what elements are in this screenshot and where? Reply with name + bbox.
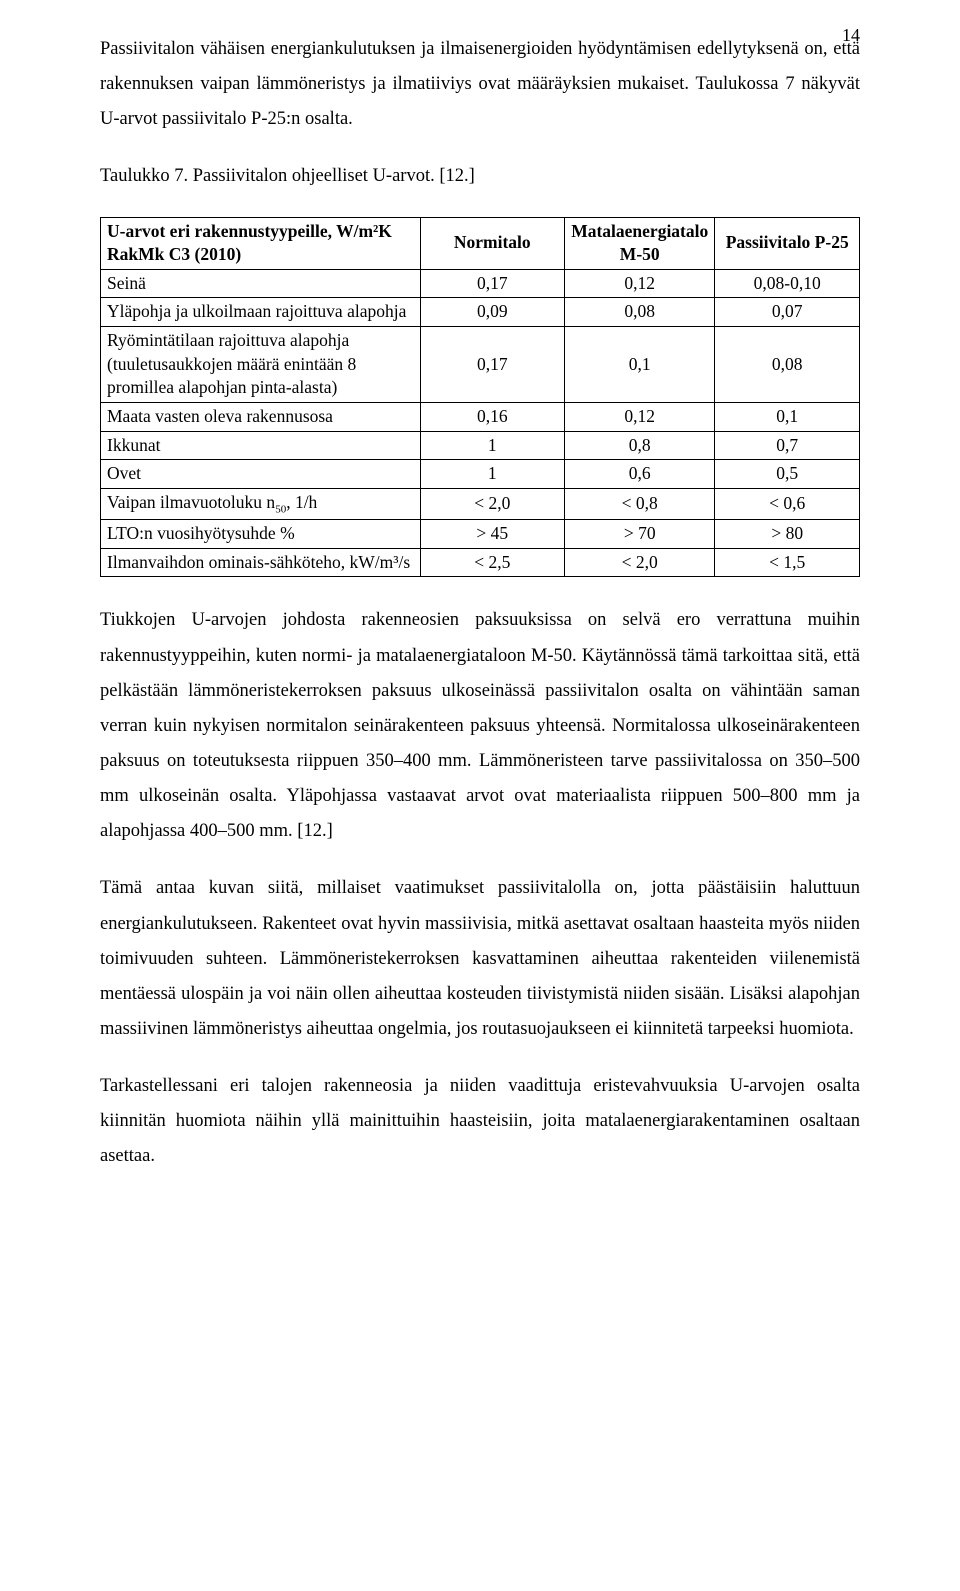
row-value: 0,5	[715, 460, 860, 489]
row-value: 0,07	[715, 298, 860, 327]
body-paragraph-1: Passiivitalon vähäisen energiankulutukse…	[100, 32, 860, 137]
row-value: 0,6	[565, 460, 715, 489]
row-value: < 2,0	[420, 488, 565, 519]
row-label: Ovet	[101, 460, 421, 489]
row-value: < 1,5	[715, 548, 860, 577]
row-value: < 0,6	[715, 488, 860, 519]
row-value: 0,16	[420, 402, 565, 431]
table-row: Ilmanvaihdon ominais-sähköteho, kW/m³/s<…	[101, 548, 860, 577]
table-row: Yläpohja ja ulkoilmaan rajoittuva alapoh…	[101, 298, 860, 327]
row-label: Ilmanvaihdon ominais-sähköteho, kW/m³/s	[101, 548, 421, 577]
row-value: < 2,0	[565, 548, 715, 577]
header-rowkey: U-arvot eri rakennustyypeille, W/m²K Rak…	[101, 217, 421, 269]
row-label: LTO:n vuosihyötysuhde %	[101, 520, 421, 549]
table-caption: Taulukko 7. Passiivitalon ohjeelliset U-…	[100, 159, 860, 194]
row-value: < 0,8	[565, 488, 715, 519]
table-row: Ikkunat10,80,7	[101, 431, 860, 460]
row-value: 0,12	[565, 402, 715, 431]
table-header-row: U-arvot eri rakennustyypeille, W/m²K Rak…	[101, 217, 860, 269]
row-value: > 45	[420, 520, 565, 549]
row-label: Vaipan ilmavuotoluku n50, 1/h	[101, 488, 421, 519]
body-paragraph-5: Tarkastellessani eri talojen rakenneosia…	[100, 1069, 860, 1174]
row-value: 0,1	[565, 327, 715, 403]
row-value: 0,1	[715, 402, 860, 431]
table-row: Ovet10,60,5	[101, 460, 860, 489]
row-value: 0,08	[715, 327, 860, 403]
header-col-1: Normitalo	[420, 217, 565, 269]
table-row: Maata vasten oleva rakennusosa0,160,120,…	[101, 402, 860, 431]
row-value: 1	[420, 460, 565, 489]
header-col-2: Matalaenergiatalo M-50	[565, 217, 715, 269]
page-number: 14	[842, 18, 860, 52]
row-label: Ryömintätilaan rajoittuva alapohja (tuul…	[101, 327, 421, 403]
row-label: Ikkunat	[101, 431, 421, 460]
row-value: 0,17	[420, 269, 565, 298]
row-value: 0,8	[565, 431, 715, 460]
table-row: Vaipan ilmavuotoluku n50, 1/h< 2,0< 0,8<…	[101, 488, 860, 519]
row-label: Seinä	[101, 269, 421, 298]
page: 14 Passiivitalon vähäisen energiankulutu…	[100, 0, 860, 1257]
row-value: 1	[420, 431, 565, 460]
row-label: Maata vasten oleva rakennusosa	[101, 402, 421, 431]
row-value: 0,08	[565, 298, 715, 327]
row-value: < 2,5	[420, 548, 565, 577]
row-value: 0,09	[420, 298, 565, 327]
body-paragraph-4: Tämä antaa kuvan siitä, millaiset vaatim…	[100, 871, 860, 1047]
row-value: 0,7	[715, 431, 860, 460]
body-paragraph-3: Tiukkojen U-arvojen johdosta rakenneosie…	[100, 603, 860, 849]
row-label: Yläpohja ja ulkoilmaan rajoittuva alapoh…	[101, 298, 421, 327]
row-value: > 70	[565, 520, 715, 549]
table-row: Seinä0,170,120,08-0,10	[101, 269, 860, 298]
table-row: Ryömintätilaan rajoittuva alapohja (tuul…	[101, 327, 860, 403]
u-values-table: U-arvot eri rakennustyypeille, W/m²K Rak…	[100, 217, 860, 578]
row-value: 0,08-0,10	[715, 269, 860, 298]
row-value: 0,12	[565, 269, 715, 298]
row-value: > 80	[715, 520, 860, 549]
header-col-3: Passiivitalo P-25	[715, 217, 860, 269]
row-value: 0,17	[420, 327, 565, 403]
table-row: LTO:n vuosihyötysuhde %> 45> 70> 80	[101, 520, 860, 549]
